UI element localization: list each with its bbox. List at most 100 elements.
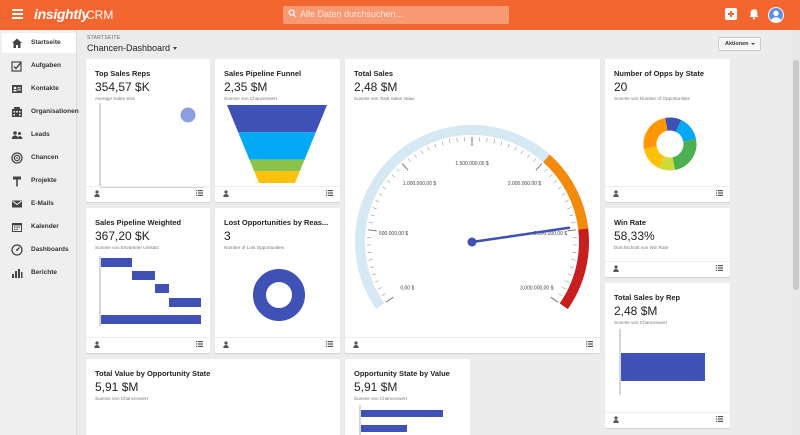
sidebar-item-dashboards[interactable]: Dashboards xyxy=(2,240,76,260)
gauge-minor-tick xyxy=(527,154,530,158)
actions-button[interactable]: Aktionen xyxy=(718,37,761,51)
gauge-tick-label: 3.000.000,00 $ xyxy=(520,285,554,291)
list-view-icon[interactable] xyxy=(716,416,723,422)
card-title: Total Value by Opportunity State xyxy=(95,369,211,378)
gauge-minor-tick xyxy=(372,207,377,210)
card-opps-by-state[interactable]: Number of Opps by State 20 Summe von Num… xyxy=(605,59,730,202)
user-avatar[interactable] xyxy=(768,7,784,23)
gauge-minor-tick xyxy=(514,146,517,151)
gauge-minor-tick xyxy=(544,168,548,172)
sidebar-item-label: Kalender xyxy=(31,223,59,230)
bar xyxy=(361,425,407,432)
sidebar-item-chancen[interactable]: Chancen xyxy=(2,148,76,168)
owner-icon[interactable] xyxy=(613,265,619,272)
card-divider xyxy=(215,186,340,187)
card-win-rate[interactable]: Win Rate 58,33% Durchschnitt von Win Rat… xyxy=(605,208,730,277)
gauge-minor-tick xyxy=(493,139,495,144)
card-subtitle: Average Sales Size xyxy=(95,96,136,101)
app-logo[interactable]: insightly xyxy=(34,6,89,22)
add-new-icon[interactable] xyxy=(725,8,737,20)
card-value: 2,48 $M xyxy=(354,80,398,94)
sidebar-item-label: Projekte xyxy=(31,177,57,184)
gauge-minor-tick xyxy=(396,168,400,172)
gauge-major-tick xyxy=(567,229,577,232)
sidebar-item-label: Leads xyxy=(31,131,50,138)
sidebar-item-organisationen[interactable]: Organisationen xyxy=(2,102,79,122)
gauge-minor-tick xyxy=(372,273,377,276)
card-lost-opportunities[interactable]: Lost Opportunities by Reas... 3 Number o… xyxy=(215,208,340,353)
sidebar-item-leads[interactable]: Leads xyxy=(2,125,76,145)
card-pipeline-weighted[interactable]: Sales Pipeline Weighted 367,20 $K Summe … xyxy=(86,208,210,353)
card-value-by-state[interactable]: Total Value by Opportunity State 5,91 $M… xyxy=(86,359,340,435)
card-value: 20 xyxy=(614,80,628,94)
sidebar-item-label: Kontakte xyxy=(31,85,59,92)
card-divider xyxy=(345,337,600,338)
gauge-minor-tick xyxy=(521,150,524,154)
card-subtitle: Summe von Number of Opportunities xyxy=(614,96,690,101)
owner-icon[interactable] xyxy=(94,341,100,348)
list-view-icon[interactable] xyxy=(326,190,333,196)
card-subtitle: Summe von Chancenwert xyxy=(224,96,277,101)
sidebar-item-kalender[interactable]: Kalender xyxy=(2,217,76,237)
funnel-stage xyxy=(249,159,305,172)
gauge-major-tick xyxy=(550,296,559,303)
owner-icon[interactable] xyxy=(353,341,359,348)
sidebar-item-label: Chancen xyxy=(31,154,59,161)
card-value: 3 xyxy=(224,229,231,243)
sidebar-item-startseite[interactable]: Startseite xyxy=(2,33,76,53)
card-divider xyxy=(86,186,210,187)
card-total-sales[interactable]: Total Sales 2,48 $M Summe von Total Sale… xyxy=(345,59,600,353)
owner-icon[interactable] xyxy=(613,190,619,197)
owner-icon[interactable] xyxy=(613,416,619,423)
card-state-by-value[interactable]: Opportunity State by Value 5,91 $M Summe… xyxy=(345,359,470,435)
sidebar-item-berichte[interactable]: Berichte xyxy=(2,263,76,283)
chevron-down-icon xyxy=(750,42,755,45)
list-view-icon[interactable] xyxy=(716,265,723,271)
gauge-minor-tick xyxy=(386,180,391,184)
bar xyxy=(169,298,201,307)
sidebar-item-kontakte[interactable]: Kontakte xyxy=(2,79,76,99)
gauge-major-tick xyxy=(535,163,543,171)
list-view-icon[interactable] xyxy=(716,190,723,196)
task-check-icon xyxy=(11,61,22,72)
dashboard-title-dropdown[interactable]: Chancen-Dashboard xyxy=(87,43,178,53)
list-view-icon[interactable] xyxy=(196,341,203,347)
breadcrumb[interactable]: STARTSEITE xyxy=(87,35,121,41)
gauge-tick-label: 1.500.000,00 $ xyxy=(455,161,489,167)
target-icon xyxy=(11,152,23,164)
card-value: 367,20 $K xyxy=(95,229,150,243)
card-value: 58,33% xyxy=(614,229,655,243)
card-subtitle: Summe von Chancenwert xyxy=(95,396,148,401)
envelope-icon xyxy=(12,200,22,208)
sidebar-item-emails[interactable]: E-Mails xyxy=(2,194,76,214)
funnel-chart xyxy=(227,105,327,183)
scrollbar-thumb[interactable] xyxy=(793,60,799,290)
sidebar-item-label: Startseite xyxy=(31,39,61,46)
card-pipeline-funnel[interactable]: Sales Pipeline Funnel 2,35 $M Summe von … xyxy=(215,59,340,202)
card-total-sales-by-rep[interactable]: Total Sales by Rep 2,48 $M Summe von Cha… xyxy=(605,283,730,428)
hamburger-menu-icon[interactable] xyxy=(12,9,23,19)
gauge-minor-tick xyxy=(378,193,383,196)
sidebar-item-projekte[interactable]: Projekte xyxy=(2,171,76,191)
card-subtitle: Summe von Chancenwert xyxy=(614,320,667,325)
card-top-sales-reps[interactable]: Top Sales Reps 354,57 $K Average Sales S… xyxy=(86,59,210,202)
search-input[interactable]: Alle Daten durchsuchen... xyxy=(283,6,509,24)
card-title: Number of Opps by State xyxy=(614,69,705,78)
page-title: Chancen-Dashboard xyxy=(87,43,171,53)
list-view-icon[interactable] xyxy=(196,190,203,196)
gauge-major-tick xyxy=(367,229,377,232)
hammer-icon xyxy=(13,176,21,187)
list-view-icon[interactable] xyxy=(586,341,593,347)
owner-icon[interactable] xyxy=(94,190,100,197)
horizontal-bar-chart xyxy=(359,405,443,435)
owner-icon[interactable] xyxy=(223,341,229,348)
bell-icon[interactable] xyxy=(748,8,760,20)
sidebar-item-aufgaben[interactable]: Aufgaben xyxy=(2,56,76,76)
chevron-down-icon xyxy=(173,47,178,51)
list-view-icon[interactable] xyxy=(326,341,333,347)
card-subtitle: Summe von Chancenwert xyxy=(354,396,407,401)
page-scrollbar[interactable] xyxy=(792,30,800,435)
card-value: 5,91 $M xyxy=(354,380,398,394)
waterfall-chart xyxy=(99,256,201,326)
owner-icon[interactable] xyxy=(223,190,229,197)
